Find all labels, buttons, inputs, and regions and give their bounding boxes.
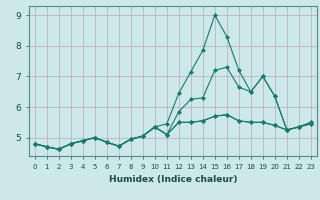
X-axis label: Humidex (Indice chaleur): Humidex (Indice chaleur) (108, 175, 237, 184)
